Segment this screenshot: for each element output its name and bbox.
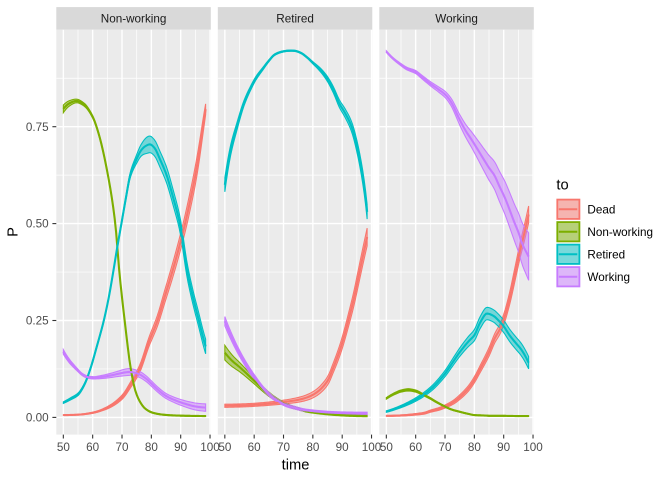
svg-text:50: 50: [57, 441, 71, 454]
svg-text:P: P: [6, 227, 22, 237]
svg-text:0.50: 0.50: [26, 218, 49, 231]
svg-text:80: 80: [306, 441, 320, 454]
svg-text:Non-working: Non-working: [101, 13, 167, 26]
svg-text:Retired: Retired: [587, 248, 625, 261]
svg-text:90: 90: [497, 441, 511, 454]
svg-text:Retired: Retired: [276, 13, 314, 26]
svg-text:70: 70: [116, 441, 130, 454]
svg-text:60: 60: [86, 441, 100, 454]
svg-text:70: 70: [439, 441, 453, 454]
svg-text:100: 100: [362, 441, 382, 454]
svg-text:90: 90: [174, 441, 188, 454]
svg-text:Working: Working: [435, 13, 478, 26]
svg-text:70: 70: [277, 441, 291, 454]
svg-text:60: 60: [248, 441, 262, 454]
svg-text:0.25: 0.25: [26, 315, 49, 328]
svg-text:0.75: 0.75: [26, 121, 49, 134]
svg-text:50: 50: [218, 441, 232, 454]
svg-text:80: 80: [145, 441, 159, 454]
svg-text:50: 50: [380, 441, 394, 454]
svg-text:time: time: [282, 457, 310, 473]
svg-text:90: 90: [336, 441, 350, 454]
svg-text:80: 80: [468, 441, 482, 454]
svg-text:60: 60: [409, 441, 423, 454]
svg-text:100: 100: [200, 441, 220, 454]
svg-text:100: 100: [523, 441, 543, 454]
svg-text:Non-working: Non-working: [587, 226, 653, 239]
svg-text:Dead: Dead: [587, 203, 615, 216]
svg-text:to: to: [556, 177, 568, 193]
svg-text:0.00: 0.00: [26, 412, 49, 425]
svg-text:Working: Working: [587, 271, 630, 284]
